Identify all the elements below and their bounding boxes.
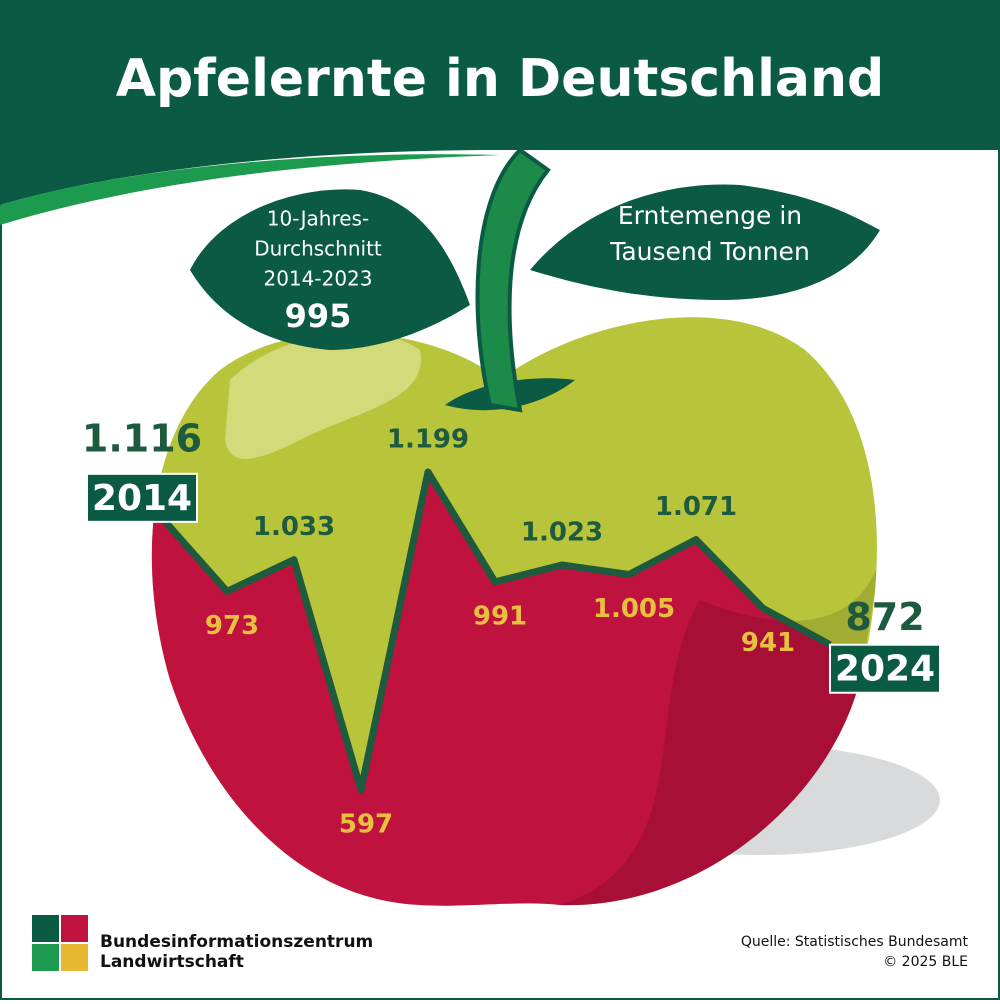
year-label: 2024: [835, 649, 935, 690]
copyright: © 2025 BLE: [883, 954, 968, 970]
year-label: 2014: [92, 478, 192, 519]
apple-shade: [560, 560, 877, 906]
value-label: 941: [741, 628, 795, 658]
leaf-right: [530, 184, 880, 300]
area: [151, 472, 877, 906]
subtitle: Erntemenge in Tausend Tonnen: [610, 201, 810, 266]
line: [157, 468, 832, 794]
value-label: 1.199: [387, 425, 469, 455]
average-label: Durchschnitt: [254, 237, 382, 261]
title: Apfelernte in Deutschland: [116, 49, 885, 109]
stem: [475, 147, 551, 413]
average-label: 2014-2023: [263, 267, 372, 291]
year-box: [829, 643, 941, 694]
value-label: 872: [845, 595, 924, 639]
publisher: Landwirtschaft: [100, 952, 244, 972]
year-box: [86, 472, 198, 523]
logo-square: [32, 915, 59, 942]
logo-square: [32, 944, 59, 971]
value-label: 1.023: [521, 517, 603, 547]
value-label: 991: [473, 601, 527, 631]
value-label: 1.116: [82, 416, 202, 460]
value-label: 597: [339, 810, 393, 840]
source: Quelle: Statistisches Bundesamt: [741, 934, 969, 950]
average-value: 995: [285, 297, 352, 335]
logo-square: [61, 944, 88, 971]
subtitle-box: Erntemenge in Tausend Tonnen: [610, 201, 810, 266]
logo-square: [61, 915, 88, 942]
apple-highlight: [225, 333, 421, 459]
average-label: 10-Jahres-: [267, 207, 369, 231]
header-swoosh: [0, 154, 500, 225]
leaf-left: [190, 189, 470, 350]
logo: [32, 915, 88, 971]
value-label: 1.071: [655, 492, 737, 522]
publisher: Bundesinformationszentrum: [100, 932, 373, 952]
value-label: 973: [205, 611, 259, 641]
value-label: 1.005: [593, 594, 675, 624]
header-band: [0, 0, 1000, 205]
value-label: 1.033: [253, 512, 335, 542]
